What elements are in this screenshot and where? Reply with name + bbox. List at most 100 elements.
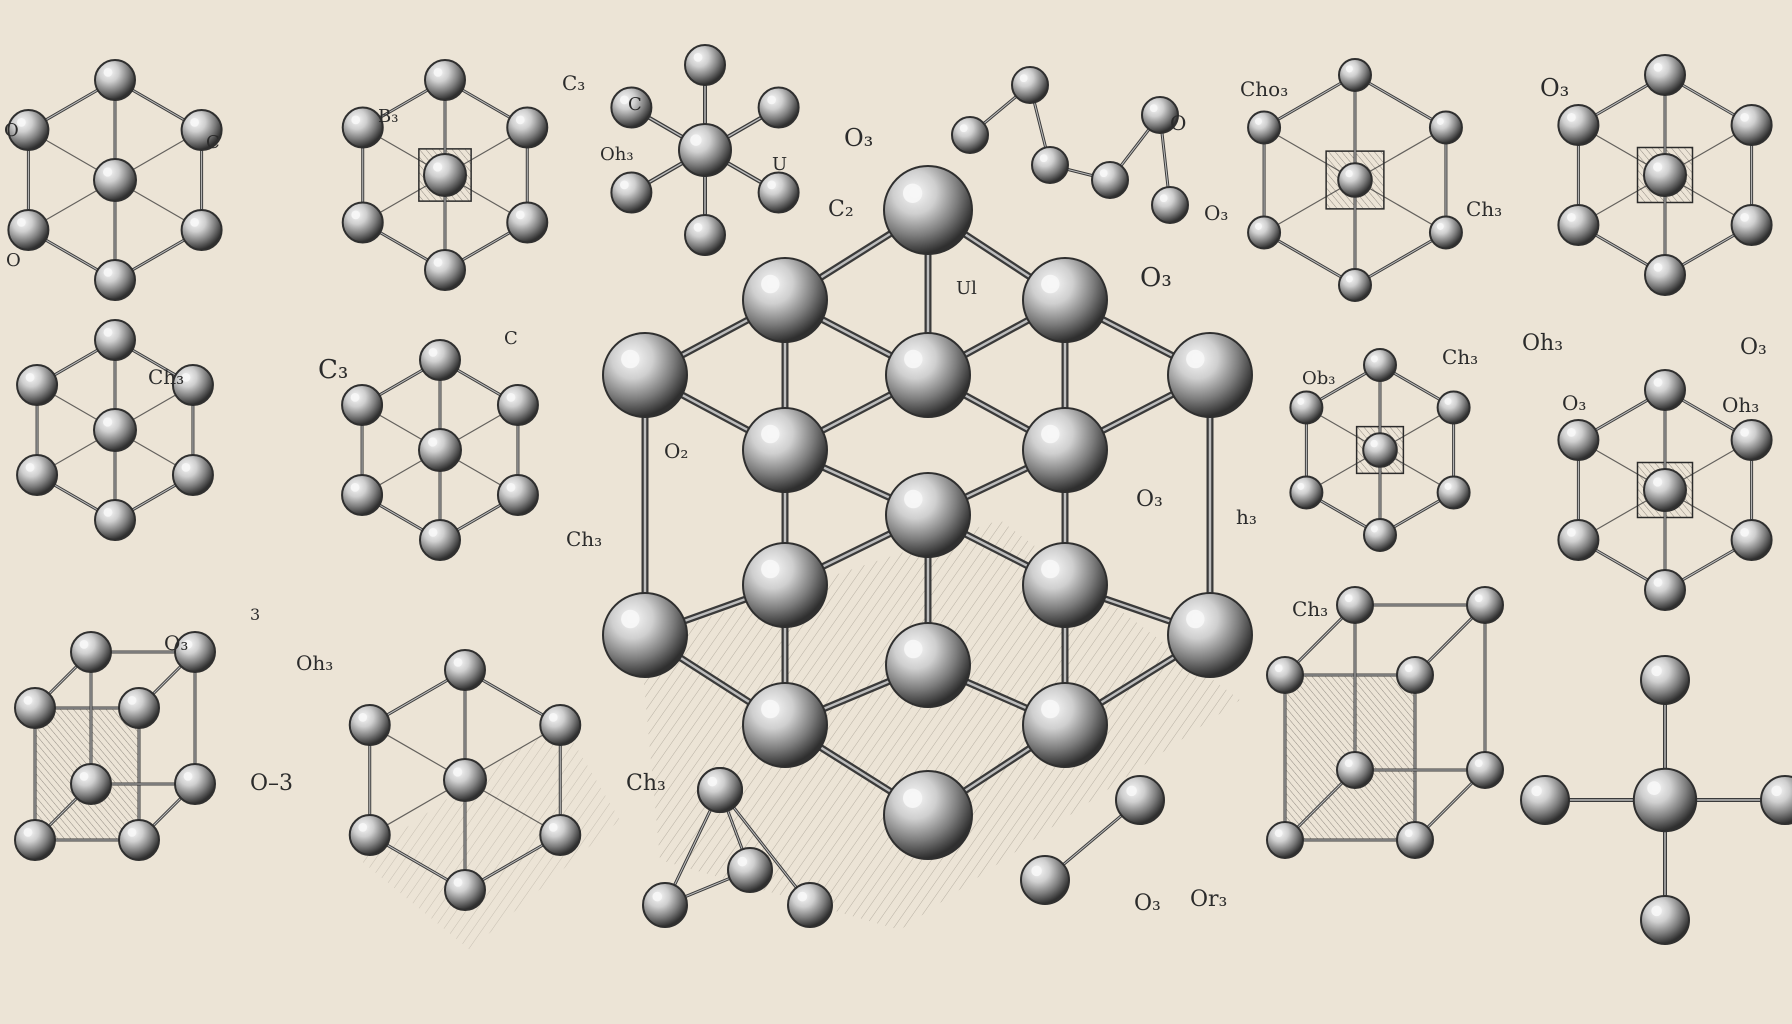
atom-sphere (1115, 775, 1165, 825)
bond-highlight (1263, 231, 1356, 286)
atom-sphere (118, 819, 160, 861)
atom-sphere (94, 259, 136, 301)
atom-highlight (16, 118, 26, 127)
atom-highlight (103, 508, 113, 517)
label: C₃ (318, 355, 348, 385)
atom-highlight (904, 349, 923, 369)
atom-highlight (1041, 699, 1060, 719)
atom-sphere (883, 770, 973, 860)
label: O (6, 250, 21, 271)
atom-highlight (1566, 113, 1576, 122)
hexagon-bottom-second (348, 649, 582, 911)
atom-highlight (1444, 482, 1452, 490)
atom-highlight (1344, 594, 1353, 603)
atom-highlight (1404, 829, 1413, 838)
atom-highlight (16, 218, 26, 227)
atom-sphere (1436, 390, 1471, 425)
atom-sphere (757, 171, 800, 214)
atom-sphere (341, 106, 384, 149)
atom-highlight (761, 274, 780, 294)
atom-highlight (1149, 104, 1158, 113)
atom-highlight (1370, 355, 1378, 363)
atom-sphere (174, 763, 216, 805)
atom-highlight (350, 483, 360, 492)
atom-sphere (1428, 110, 1463, 145)
atom-highlight (358, 713, 368, 722)
atom-sphere (1011, 66, 1049, 104)
atom-highlight (652, 891, 663, 902)
atom-sphere (1336, 586, 1374, 624)
atom-highlight (1653, 263, 1663, 272)
hexagon-mid-second (341, 339, 539, 561)
atom-sphere (418, 428, 462, 472)
atom-highlight (1436, 117, 1444, 125)
atom-highlight (190, 218, 200, 227)
atom-highlight (103, 328, 113, 337)
atom-highlight (1740, 213, 1750, 222)
label: O–3 (250, 771, 293, 796)
atom-sphere (1022, 257, 1108, 343)
atom-sphere (1396, 656, 1434, 694)
atom-sphere (1730, 419, 1773, 461)
atom-highlight (358, 823, 368, 832)
atom-sphere (444, 869, 486, 911)
atom-sphere (742, 542, 828, 628)
atom-sphere (1022, 682, 1108, 768)
atom-sphere (1557, 519, 1600, 561)
cube-bottom-fifth (1266, 586, 1504, 859)
atom-sphere (727, 847, 773, 893)
atom-sphere (348, 704, 391, 746)
atom-sphere (1266, 656, 1304, 694)
hexagon-mid-left (16, 319, 214, 541)
atom-highlight (902, 788, 923, 808)
atom-sphere (1338, 58, 1372, 92)
label: Oh₃ (1522, 331, 1563, 356)
label: h₃ (1236, 505, 1257, 529)
atom-highlight (1653, 578, 1663, 587)
atom-sphere (1428, 215, 1463, 250)
label: O (1170, 111, 1186, 135)
atom-sphere (1266, 821, 1304, 859)
atom-highlight (1653, 378, 1663, 387)
cube-top-second (341, 59, 549, 291)
atom-sphere (70, 763, 112, 805)
atom-highlight (1345, 65, 1353, 73)
atom-highlight (1031, 865, 1042, 877)
atom-sphere (684, 214, 726, 256)
central-crystal-lattice (602, 165, 1253, 860)
triangle-bottom-center-left (642, 767, 833, 928)
atom-highlight (25, 373, 35, 382)
atom-sphere (1151, 186, 1189, 224)
atom-highlight (103, 417, 113, 427)
atom-highlight (621, 349, 640, 369)
atom-highlight (767, 180, 777, 190)
atom-sphere (70, 631, 112, 673)
cross-bottom-right (1520, 655, 1792, 945)
atom-sphere (1337, 162, 1373, 198)
atom-highlight (690, 134, 702, 146)
atom-highlight (1186, 349, 1205, 369)
molecules-layer (7, 44, 1792, 945)
atom-highlight (693, 53, 703, 62)
atom-highlight (433, 162, 443, 172)
atom-sphere (1247, 110, 1282, 145)
atom-sphere (1632, 767, 1698, 833)
atom-highlight (103, 268, 113, 277)
atom-highlight (1041, 424, 1060, 444)
atom-highlight (433, 68, 443, 77)
atom-sphere (14, 687, 56, 729)
atom-sphere (341, 474, 384, 516)
atom-highlight (127, 828, 137, 837)
label: 3 (250, 605, 260, 624)
label: Ch₃ (1466, 197, 1502, 221)
atom-highlight (904, 489, 923, 509)
atom-sphere (1020, 855, 1070, 905)
atom-highlight (1254, 117, 1262, 125)
atom-highlight (351, 115, 361, 125)
label: C (504, 328, 518, 349)
bottom-left-shadow (360, 720, 620, 950)
atom-highlight (23, 828, 33, 837)
atom-highlight (1099, 169, 1108, 178)
cross-top-third (610, 44, 800, 256)
atom-highlight (506, 393, 516, 402)
